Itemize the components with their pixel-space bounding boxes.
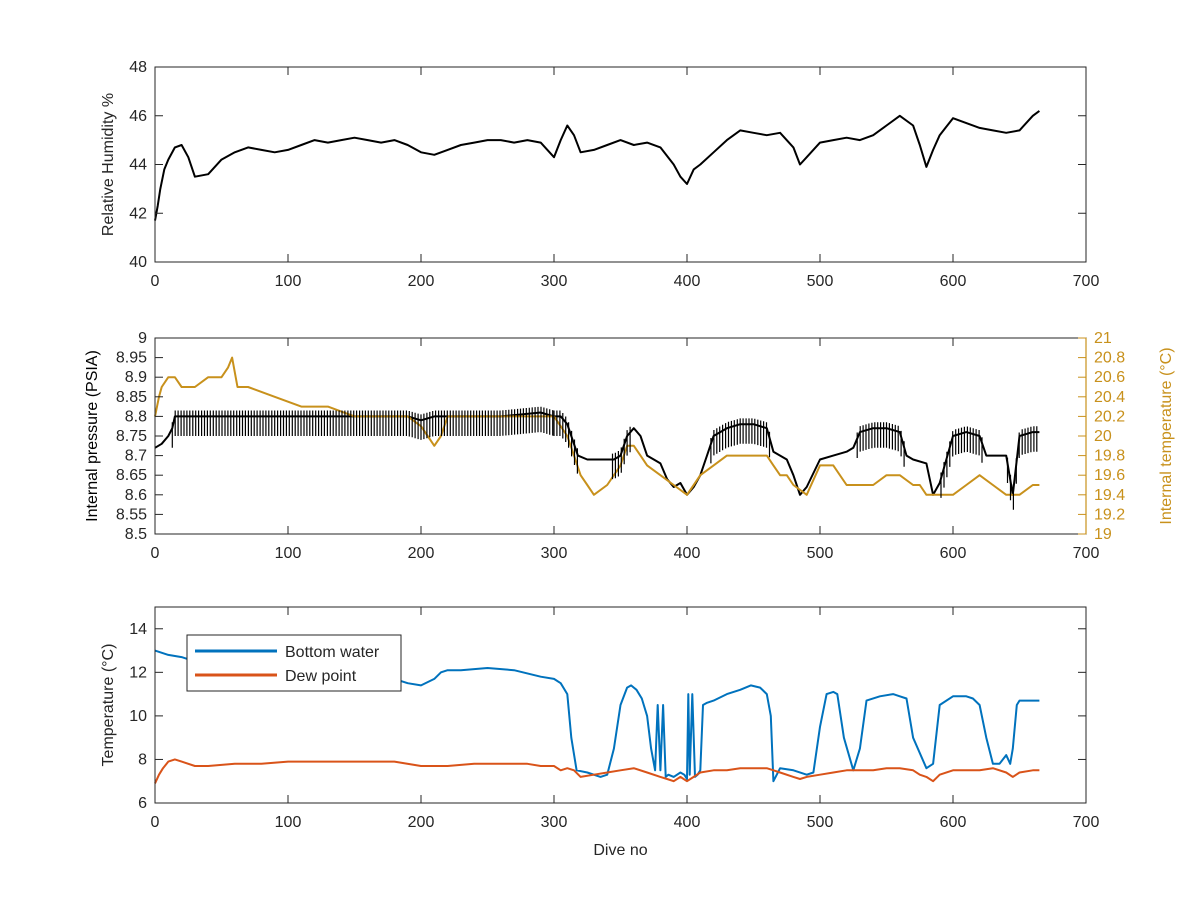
x-tick-label-1-200: 200 [408, 545, 435, 562]
y-tick-label-1-8.7: 8.7 [125, 448, 147, 465]
series-line-0-0 [154, 110, 1040, 221]
y-right-tick-label-19.4: 19.4 [1094, 487, 1125, 504]
series-line-2-1 [154, 758, 1040, 784]
axes-box-2 [154, 606, 1087, 804]
y-tick-label-2-8: 8 [138, 751, 147, 768]
x-tick-label-2-0: 0 [151, 814, 160, 831]
x-tick-label-0-400: 400 [674, 273, 701, 290]
x-tick-label-0-600: 600 [940, 273, 967, 290]
x-tick-label-1-600: 600 [940, 545, 967, 562]
y-right-tick-label-19: 19 [1094, 526, 1112, 543]
y-tick-label-1-8.75: 8.75 [116, 428, 147, 445]
y-tick-label-1-9: 9 [138, 330, 147, 347]
y-tick-label-0-46: 46 [129, 108, 147, 125]
y-axis-label-2: Temperature (°C) [100, 644, 117, 767]
y-right-tick-label-20.2: 20.2 [1094, 408, 1125, 425]
x-tick-label-1-0: 0 [151, 545, 160, 562]
y-right-tick-label-19.2: 19.2 [1094, 506, 1125, 523]
axes-box-0 [154, 66, 1087, 263]
pressure-oscillation [171, 406, 1038, 510]
y-right-tick-label-20.4: 20.4 [1094, 389, 1125, 406]
x-tick-label-1-300: 300 [541, 545, 568, 562]
y-tick-label-1-8.65: 8.65 [116, 467, 147, 484]
y-right-label: Internal temperature (°C) [1158, 347, 1175, 524]
x-tick-label-1-500: 500 [807, 545, 834, 562]
x-tick-label-1-100: 100 [275, 545, 302, 562]
x-tick-label-0-100: 100 [275, 273, 302, 290]
x-tick-label-0-0: 0 [151, 273, 160, 290]
x-tick-label-2-700: 700 [1073, 814, 1100, 831]
y-axis-label-1: Internal pressure (PSIA) [84, 350, 101, 522]
x-tick-label-2-400: 400 [674, 814, 701, 831]
x-tick-label-0-500: 500 [807, 273, 834, 290]
y-tick-label-1-8.8: 8.8 [125, 408, 147, 425]
legend-label-1: Dew point [285, 668, 357, 685]
y-right-tick-label-20.8: 20.8 [1094, 350, 1125, 367]
series-line-1-1 [154, 356, 1040, 496]
y-tick-label-1-8.55: 8.55 [116, 506, 147, 523]
series-line-2-0 [154, 649, 1040, 783]
y-right-tick-label-21: 21 [1094, 330, 1112, 347]
x-tick-label-0-300: 300 [541, 273, 568, 290]
x-tick-label-0-200: 200 [408, 273, 435, 290]
y-tick-label-2-10: 10 [129, 708, 147, 725]
y-tick-label-0-42: 42 [129, 205, 147, 222]
y-tick-label-0-40: 40 [129, 254, 147, 271]
x-axis-label-2: Dive no [593, 842, 647, 859]
y-tick-label-1-8.95: 8.95 [116, 350, 147, 367]
x-tick-label-2-300: 300 [541, 814, 568, 831]
y-tick-label-0-44: 44 [129, 157, 147, 174]
y-tick-label-1-8.85: 8.85 [116, 389, 147, 406]
x-tick-label-2-500: 500 [807, 814, 834, 831]
y-tick-label-1-8.5: 8.5 [125, 526, 147, 543]
x-tick-label-1-700: 700 [1073, 545, 1100, 562]
legend-box [186, 634, 402, 692]
x-tick-label-2-100: 100 [275, 814, 302, 831]
y-right-tick-label-19.6: 19.6 [1094, 467, 1125, 484]
y-tick-label-2-14: 14 [129, 621, 147, 638]
y-right-tick-label-20: 20 [1094, 428, 1112, 445]
y-tick-label-2-6: 6 [138, 795, 147, 812]
y-tick-label-2-12: 12 [129, 664, 147, 681]
y-right-tick-label-19.8: 19.8 [1094, 448, 1125, 465]
x-tick-label-1-400: 400 [674, 545, 701, 562]
legend-label-0: Bottom water [285, 644, 380, 661]
y-axis-label-0: Relative Humidity % [100, 93, 117, 236]
y-tick-label-0-48: 48 [129, 59, 147, 76]
x-tick-label-2-600: 600 [940, 814, 967, 831]
y-tick-label-1-8.6: 8.6 [125, 487, 147, 504]
y-right-tick-label-20.6: 20.6 [1094, 369, 1125, 386]
y-tick-label-1-8.9: 8.9 [125, 369, 147, 386]
series-line-1-0 [154, 411, 1040, 496]
x-tick-label-2-200: 200 [408, 814, 435, 831]
x-tick-label-0-700: 700 [1073, 273, 1100, 290]
